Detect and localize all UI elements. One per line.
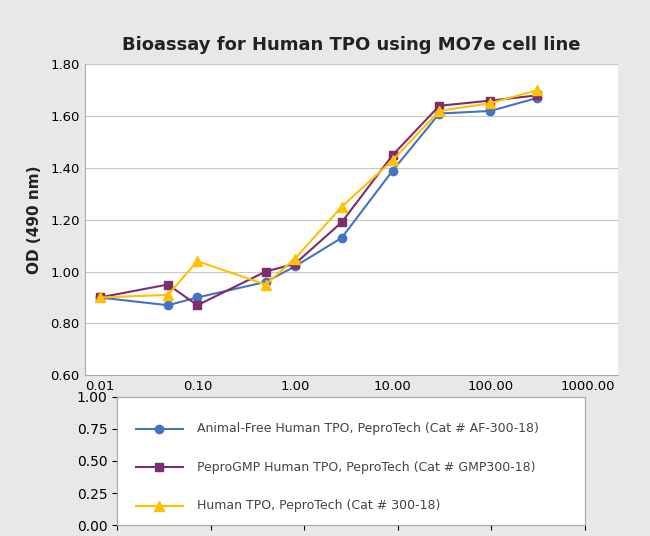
Y-axis label: OD (490 nm): OD (490 nm) [27,166,42,274]
Human TPO, PeproTech (Cat # 300-18) [338,204,346,210]
PeproGMP Human TPO, PeproTech (Cat # GMP300-18) [96,294,103,301]
PeproGMP Human TPO, PeproTech (Cat # GMP300-18) [338,219,346,226]
Human TPO, PeproTech (Cat # 300-18) [486,100,494,106]
Line: PeproGMP Human TPO, PeproTech (Cat # GMP300-18): PeproGMP Human TPO, PeproTech (Cat # GMP… [96,91,541,309]
Animal-Free Human TPO, PeproTech (Cat # AF-300-18) [262,279,270,285]
PeproGMP Human TPO, PeproTech (Cat # GMP300-18) [194,302,202,308]
Human TPO, PeproTech (Cat # 300-18) [533,87,541,93]
Animal-Free Human TPO, PeproTech (Cat # AF-300-18) [389,167,396,174]
PeproGMP Human TPO, PeproTech (Cat # GMP300-18) [291,260,299,267]
Animal-Free Human TPO, PeproTech (Cat # AF-300-18) [338,235,346,241]
Animal-Free Human TPO, PeproTech (Cat # AF-300-18) [96,294,103,301]
PeproGMP Human TPO, PeproTech (Cat # GMP300-18) [389,152,396,158]
PeproGMP Human TPO, PeproTech (Cat # GMP300-18) [533,92,541,99]
Human TPO, PeproTech (Cat # 300-18) [436,108,443,114]
PeproGMP Human TPO, PeproTech (Cat # GMP300-18) [164,281,172,288]
PeproGMP Human TPO, PeproTech (Cat # GMP300-18) [436,102,443,109]
Human TPO, PeproTech (Cat # 300-18) [96,294,103,301]
Line: Human TPO, PeproTech (Cat # 300-18): Human TPO, PeproTech (Cat # 300-18) [95,85,542,302]
Text: Human TPO, PeproTech (Cat # 300-18): Human TPO, PeproTech (Cat # 300-18) [196,500,440,512]
Animal-Free Human TPO, PeproTech (Cat # AF-300-18) [486,108,494,114]
Animal-Free Human TPO, PeproTech (Cat # AF-300-18) [194,294,202,301]
Animal-Free Human TPO, PeproTech (Cat # AF-300-18) [291,263,299,270]
Animal-Free Human TPO, PeproTech (Cat # AF-300-18) [164,302,172,308]
Human TPO, PeproTech (Cat # 300-18) [262,281,270,288]
X-axis label: Human TPO (ng/ml): Human TPO (ng/ml) [267,401,435,416]
Animal-Free Human TPO, PeproTech (Cat # AF-300-18) [533,95,541,101]
Text: PeproGMP Human TPO, PeproTech (Cat # GMP300-18): PeproGMP Human TPO, PeproTech (Cat # GMP… [196,461,535,474]
Human TPO, PeproTech (Cat # 300-18) [389,157,396,163]
Line: Animal-Free Human TPO, PeproTech (Cat # AF-300-18): Animal-Free Human TPO, PeproTech (Cat # … [96,94,541,309]
PeproGMP Human TPO, PeproTech (Cat # GMP300-18) [486,98,494,104]
Human TPO, PeproTech (Cat # 300-18) [194,258,202,264]
Title: Bioassay for Human TPO using MO7e cell line: Bioassay for Human TPO using MO7e cell l… [122,36,580,55]
PeproGMP Human TPO, PeproTech (Cat # GMP300-18) [262,269,270,275]
Animal-Free Human TPO, PeproTech (Cat # AF-300-18) [436,110,443,117]
Human TPO, PeproTech (Cat # 300-18) [291,256,299,262]
Human TPO, PeproTech (Cat # 300-18) [164,292,172,298]
Text: Animal-Free Human TPO, PeproTech (Cat # AF-300-18): Animal-Free Human TPO, PeproTech (Cat # … [196,422,538,435]
